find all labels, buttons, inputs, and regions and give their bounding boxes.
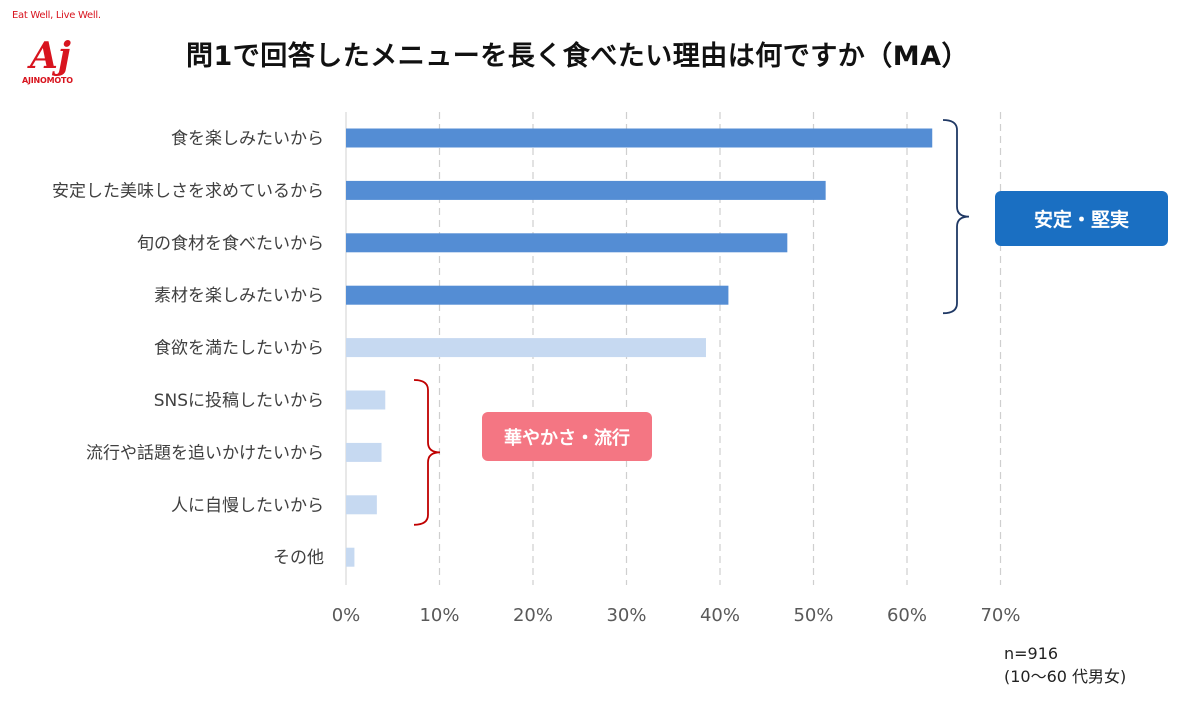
category-label-4: 食欲を満たしたいから — [154, 339, 324, 359]
category-label-0: 食を楽しみたいから — [171, 129, 324, 149]
bar-3 — [346, 285, 729, 305]
group-badge-trend: 華やかさ・流行 — [482, 412, 652, 461]
bracket-trend — [413, 379, 441, 526]
footnote: n=916 (10～60 代男女) — [1004, 642, 1126, 688]
category-label-1: 安定した美味しさを求めているから — [52, 181, 324, 201]
bar-4 — [346, 338, 706, 358]
aj-mark-text: Aj — [27, 35, 71, 77]
bar-7 — [346, 495, 377, 515]
logo-brand: AJINOMOTO — [22, 76, 73, 85]
x-tick-labels: 0% 10% 20% 30% 40% 50% 60% 70% — [332, 605, 1021, 626]
category-label-2: 旬の食材を食べたいから — [137, 234, 324, 254]
group-brackets — [413, 119, 970, 526]
bar-8 — [346, 547, 355, 567]
category-label-6: 流行や話題を追いかけたいから — [86, 443, 324, 463]
ajinomoto-logo: Eat Well, Live Well. Aj AJINOMOTO — [8, 10, 108, 90]
bar-0 — [346, 128, 933, 148]
logo-tagline: Eat Well, Live Well. — [12, 10, 101, 21]
x-tick-label-2: 20% — [513, 605, 553, 626]
bracket-stable — [942, 119, 970, 315]
aj-mark-icon: Aj — [27, 35, 71, 77]
category-label-3: 素材を楽しみたいから — [154, 286, 324, 306]
bar-1 — [346, 180, 826, 200]
x-tick-label-4: 40% — [700, 605, 740, 626]
footnote-sample: n=916 — [1004, 644, 1059, 663]
bar-2 — [346, 233, 788, 253]
bar-6 — [346, 442, 382, 462]
group-badge-stable: 安定・堅実 — [995, 191, 1168, 246]
category-label-7: 人に自慢したいから — [171, 495, 324, 516]
x-tick-label-5: 50% — [793, 605, 833, 626]
x-tick-label-7: 70% — [980, 605, 1020, 626]
category-label-5: SNSに投稿したいから — [154, 391, 324, 411]
x-tick-label-3: 30% — [606, 605, 646, 626]
x-tick-label-0: 0% — [332, 605, 361, 626]
category-labels: 食を楽しみたいから安定した美味しさを求めているから旬の食材を食べたいから素材を楽… — [52, 129, 324, 568]
bar-5 — [346, 390, 386, 410]
bars — [346, 128, 933, 567]
x-tick-label-6: 60% — [887, 605, 927, 626]
category-label-8: その他 — [273, 548, 324, 568]
x-tick-label-1: 10% — [419, 605, 459, 626]
chart-title: 問1で回答したメニューを長く食べたい理由は何ですか（MA） — [186, 41, 970, 72]
footnote-population: (10～60 代男女) — [1004, 667, 1127, 686]
